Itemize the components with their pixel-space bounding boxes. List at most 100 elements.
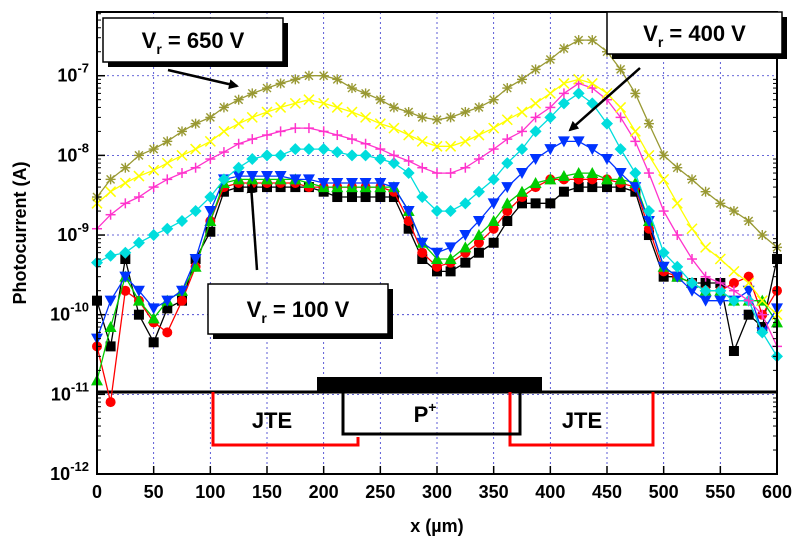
data-point-triangle-down (402, 206, 415, 218)
data-point-diamond (176, 215, 188, 228)
data-point-diamond (204, 191, 217, 204)
data-point-cross (700, 241, 712, 253)
data-point-cross (289, 97, 301, 109)
data-point-star (545, 54, 555, 64)
data-point-diamond (189, 205, 202, 218)
data-point-cross (105, 186, 117, 198)
x-tick-label: 50 (144, 482, 164, 502)
data-point-star (446, 112, 456, 122)
data-point-diamond (217, 173, 230, 186)
annotation-text: Vr = 400 V (643, 21, 746, 50)
data-point-diamond (642, 205, 655, 218)
data-point-cross (445, 140, 457, 152)
p-plus-label: P+ (414, 399, 437, 427)
data-point-cross (558, 77, 570, 89)
data-point-diamond (374, 153, 387, 166)
data-point-triangle (204, 215, 217, 227)
data-point-star (389, 102, 399, 112)
series-diamond (91, 87, 783, 363)
metal-contact (317, 377, 542, 392)
data-point-star (744, 216, 754, 226)
data-point-cross (473, 129, 485, 141)
data-point-square (743, 309, 754, 320)
data-point-circle (105, 397, 116, 408)
data-point-diamond (686, 276, 698, 289)
x-axis-label: x (µm) (410, 516, 463, 536)
data-point-star (177, 126, 187, 136)
data-point-square (417, 254, 428, 265)
data-point-triangle-down (686, 285, 698, 297)
jte-left-label: JTE (252, 408, 292, 433)
data-point-diamond (544, 111, 557, 124)
data-point-square (148, 337, 159, 348)
data-point-circle (728, 277, 739, 288)
data-point-cross (530, 97, 542, 109)
data-point-diamond (431, 205, 443, 218)
data-point-star (319, 71, 329, 81)
data-point-triangle (529, 177, 542, 189)
data-point-triangle-down (629, 182, 642, 194)
data-point-triangle-down (714, 295, 727, 307)
data-point-star (219, 102, 229, 112)
data-point-diamond (161, 222, 174, 235)
data-point-triangle-down (459, 230, 472, 242)
data-point-triangle-down (176, 285, 188, 297)
data-point-cross (501, 114, 513, 126)
data-point-triangle (544, 173, 557, 185)
data-point-triangle-down (444, 242, 457, 254)
data-point-star (474, 102, 484, 112)
data-point-star (417, 112, 427, 122)
data-point-square (133, 309, 144, 320)
y-axis-label: Photocurrent (A) (10, 162, 30, 305)
data-point-square (643, 230, 654, 241)
data-point-square (105, 341, 116, 352)
data-point-triangle-down (331, 178, 344, 190)
x-tick-label: 100 (195, 482, 225, 502)
data-point-star (262, 83, 272, 93)
data-point-cross (416, 135, 428, 147)
data-point-star (120, 163, 130, 173)
data-point-diamond (132, 236, 145, 249)
data-point-triangle (516, 185, 528, 197)
data-point-square (403, 223, 414, 234)
data-point-cross (190, 143, 202, 155)
data-point-triangle-down (699, 295, 712, 307)
data-point-triangle-down (204, 206, 217, 218)
data-point-star (432, 115, 442, 125)
data-point-triangle-down (487, 198, 500, 210)
axis-layer: 0 50 100 150 200 250 300 350 400 450 500 550 600 10-1… (10, 13, 792, 536)
data-point-diamond (232, 161, 245, 174)
data-point-diamond (317, 143, 330, 156)
data-point-cross (119, 177, 131, 189)
data-point-triangle-down (472, 216, 485, 228)
data-point-circle (643, 223, 654, 234)
data-point-square (388, 192, 399, 203)
series-layer (91, 35, 783, 408)
data-point-star (404, 107, 414, 117)
data-point-square (587, 182, 598, 193)
x-tick-label: 350 (479, 482, 509, 502)
data-point-triangle-down (119, 271, 132, 283)
data-point-cross (714, 253, 726, 265)
data-point-square (700, 277, 711, 288)
data-point-square (517, 198, 527, 209)
arrow-650v (167, 68, 239, 90)
data-point-diamond (572, 87, 585, 100)
data-point-cross (403, 129, 415, 141)
data-point-square (205, 226, 216, 237)
data-point-star (757, 230, 767, 240)
data-point-diamond (501, 157, 514, 170)
data-point-triangle-down (516, 168, 528, 180)
data-point-star (247, 88, 257, 98)
data-point-star (347, 83, 357, 93)
data-point-cross (544, 87, 556, 99)
data-point-star (332, 74, 342, 84)
data-point-triangle (132, 294, 145, 306)
data-point-cross (643, 149, 655, 161)
data-point-cross (615, 101, 627, 113)
data-point-cross (275, 101, 287, 113)
data-point-cross (346, 106, 358, 118)
data-point-cross (204, 135, 216, 147)
x-tick-label: 500 (649, 482, 679, 502)
